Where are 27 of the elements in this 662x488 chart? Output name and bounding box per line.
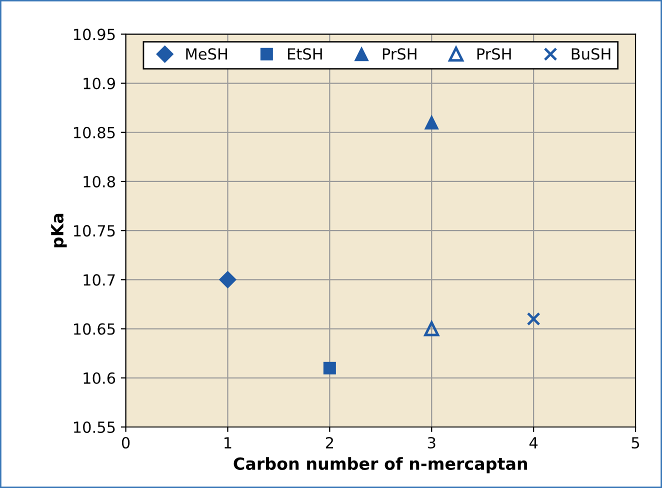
x-tick-label: 4 — [529, 437, 538, 448]
legend-label: PrSH — [382, 48, 416, 60]
y-tick-label: 10.75 — [74, 225, 115, 237]
y-axis-title: pKa — [51, 214, 67, 248]
point — [424, 116, 439, 130]
y-tick-label: 10.8 — [84, 176, 116, 188]
y-tick-label: 10.55 — [74, 421, 115, 434]
legend-label: EtSH — [288, 48, 322, 60]
x-tick-label: 1 — [224, 437, 232, 448]
y-tick-label: 10.85 — [74, 126, 115, 138]
y-tick-label: 10.7 — [84, 274, 115, 286]
point — [323, 362, 336, 374]
x-tick-label: 0 — [122, 436, 130, 449]
legend-label: BuSH — [572, 48, 610, 60]
point — [219, 271, 236, 288]
y-tick-label: 10.95 — [74, 28, 115, 40]
y-tick-label: 10.6 — [84, 372, 116, 384]
point — [424, 321, 440, 336]
x-tick-label: 2 — [326, 436, 334, 448]
legend-label: PrSH — [477, 48, 511, 60]
x-tick-label: 5 — [632, 437, 640, 449]
legend-label: MeSH — [186, 48, 227, 60]
point — [526, 312, 540, 326]
x-tick-label: 3 — [428, 436, 436, 449]
y-tick-label: 10.9 — [84, 78, 115, 90]
y-tick-label: 10.65 — [74, 323, 115, 335]
x-axis-title: Carbon number of n-mercaptan — [234, 457, 528, 474]
